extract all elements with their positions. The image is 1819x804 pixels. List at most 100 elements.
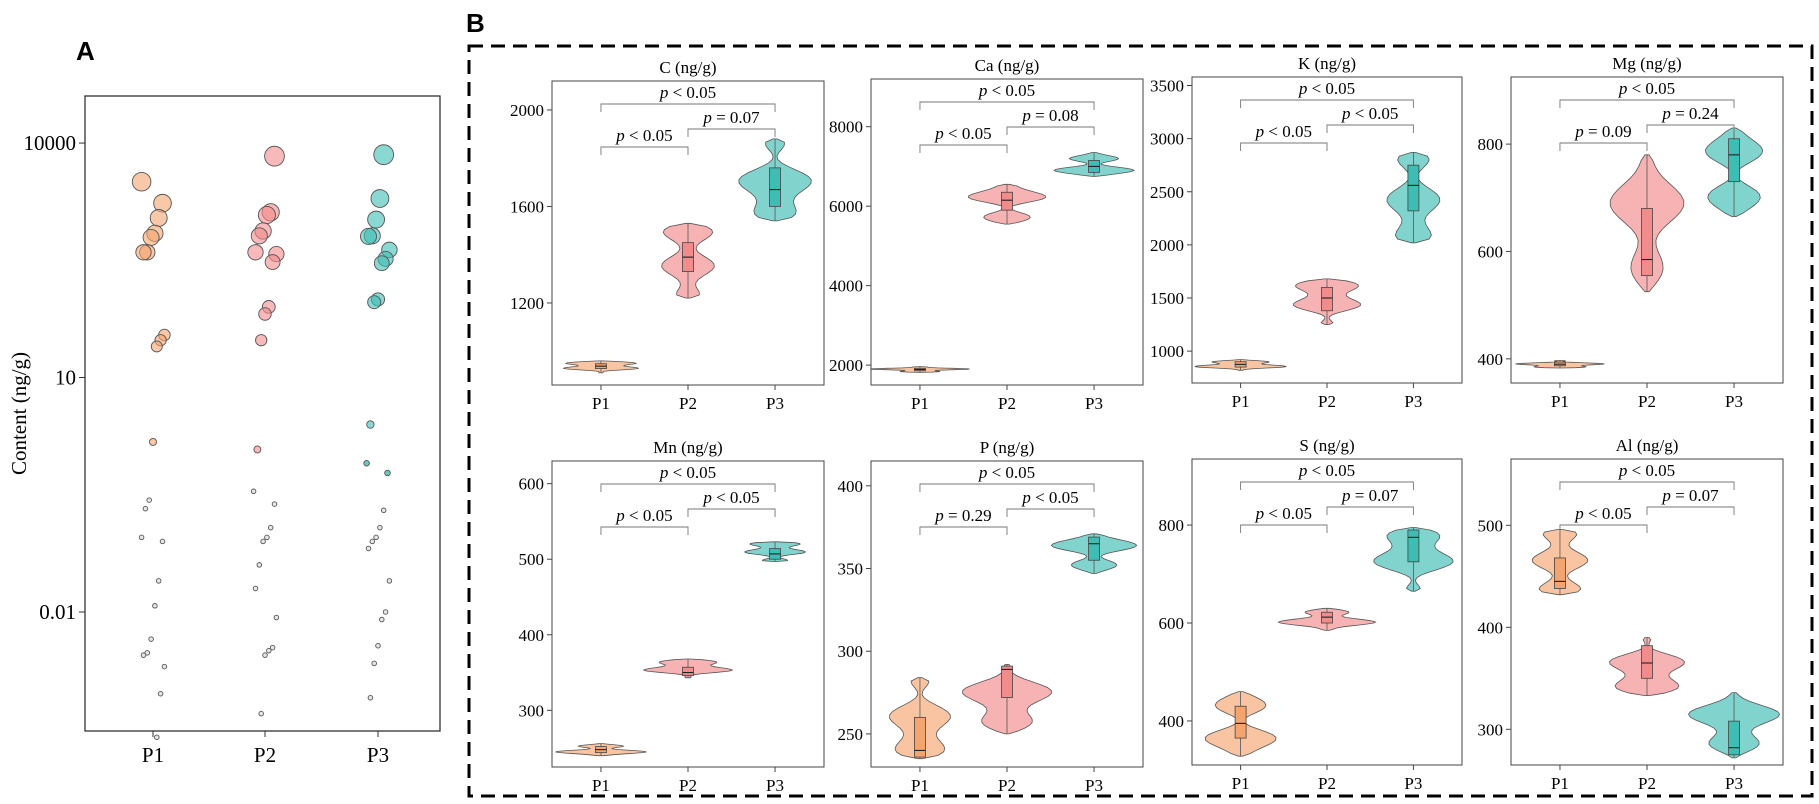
box-iqr <box>914 716 926 758</box>
panel-a-point-p3 <box>379 616 385 623</box>
box-iqr <box>1641 208 1653 277</box>
xtick-label: P2 <box>1638 774 1656 793</box>
significance-bracket <box>600 483 776 492</box>
panel-a-point-p3 <box>382 609 389 615</box>
significance-bracket <box>1646 124 1735 133</box>
significance-bracket <box>600 146 689 155</box>
p-value-text: < 0.05 <box>1307 79 1355 98</box>
p-value-text: < 0.05 <box>987 463 1035 482</box>
panel-a-point-p3 <box>373 144 395 166</box>
panel-a-label: A <box>76 36 95 66</box>
box-iqr <box>682 666 694 676</box>
panel-a-point-p3 <box>365 545 372 552</box>
panel-a-point-p1 <box>148 636 154 642</box>
significance-bracket <box>1326 506 1414 515</box>
panel-a-point-p3 <box>359 227 378 245</box>
p-value-label: p < 0.05 <box>1618 79 1675 98</box>
xtick-label: P3 <box>1404 774 1422 793</box>
panel-a-point-p2 <box>252 585 259 592</box>
panel-a-point-p2 <box>250 488 257 495</box>
panel-a-xtick-label: P1 <box>142 743 164 767</box>
ytick-label: 300 <box>519 701 545 720</box>
p-value-label: p < 0.05 <box>1574 504 1631 523</box>
ytick-label: 600 <box>519 475 545 494</box>
p-symbol: p <box>1574 504 1584 523</box>
p-symbol: p <box>659 83 669 102</box>
box-iqr <box>1088 536 1100 561</box>
significance-bracket <box>1559 524 1648 533</box>
panel-a-point-p2 <box>264 145 285 167</box>
xtick-label: P1 <box>911 394 929 413</box>
p-value-label: p < 0.05 <box>1255 504 1312 523</box>
ytick-label: 2000 <box>1150 236 1184 255</box>
significance-bracket <box>600 103 776 112</box>
panel-a-point-p1 <box>142 505 149 512</box>
xtick-label: P3 <box>766 776 784 795</box>
significance-bracket <box>1559 481 1735 490</box>
p-value-label: p = 0.08 <box>1021 106 1078 125</box>
panel-a-point-p1 <box>131 171 152 192</box>
panel-a-point-p1 <box>140 652 147 658</box>
p-value-label: p = 0.07 <box>702 108 760 127</box>
p-symbol: p <box>615 126 625 145</box>
panel-a-point-p3 <box>366 420 375 429</box>
p-symbol: p <box>1618 461 1628 480</box>
significance-bracket <box>1559 99 1735 108</box>
p-value-text: < 0.05 <box>1627 79 1675 98</box>
significance-bracket <box>687 128 776 137</box>
p-symbol: p <box>1661 486 1671 505</box>
ytick-label: 800 <box>1478 135 1504 154</box>
panel-a-xtick-label: P2 <box>254 743 276 767</box>
panel-a-point-p3 <box>371 660 377 667</box>
p-value-label: p < 0.05 <box>1298 461 1355 480</box>
panel-a-ytick-label: 0.01 <box>39 600 76 624</box>
p-symbol: p <box>1298 461 1308 480</box>
panel-a-axes-frame <box>84 95 441 732</box>
ytick-label: 1500 <box>1150 289 1184 308</box>
ytick-label: 3000 <box>1150 130 1184 149</box>
p-value-label: p < 0.05 <box>615 126 672 145</box>
panel-a-point-p1 <box>157 690 164 697</box>
box-iqr <box>1407 529 1420 563</box>
xtick-label: P1 <box>1551 774 1569 793</box>
ytick-label: 2000 <box>510 101 544 120</box>
p-value-text: < 0.05 <box>668 83 716 102</box>
panel-a-point-p2 <box>250 227 268 245</box>
xtick-label: P3 <box>1085 394 1103 413</box>
xtick-label: P1 <box>1232 774 1250 793</box>
significance-bracket <box>687 508 776 517</box>
plot-frame <box>870 78 1144 386</box>
panel-a-point-p2 <box>271 501 278 507</box>
p-symbol: p <box>934 124 944 143</box>
p-symbol: p <box>978 463 988 482</box>
significance-bracket <box>600 526 689 535</box>
chart-title: S (ng/g) <box>1299 436 1354 455</box>
ytick-label: 4000 <box>829 277 863 296</box>
panel-a-point-p3 <box>373 534 379 541</box>
ytick-label: 400 <box>838 477 864 496</box>
p-value-label: p < 0.05 <box>659 83 716 102</box>
p-symbol: p <box>934 506 944 525</box>
ytick-label: 400 <box>1159 712 1185 731</box>
p-symbol: p <box>1255 122 1265 141</box>
ytick-label: 500 <box>1478 516 1504 535</box>
significance-bracket <box>1326 124 1414 133</box>
ytick-label: 500 <box>519 550 545 569</box>
panel-a-ytick-label: 10 <box>55 366 76 390</box>
p-value-label: p < 0.05 <box>978 81 1035 100</box>
xtick-label: P2 <box>1318 774 1336 793</box>
panel-a-point-p1 <box>135 244 152 261</box>
xtick-label: P1 <box>592 394 610 413</box>
panel-a-point-p2 <box>253 445 262 454</box>
panel-a-point-p1 <box>161 663 168 670</box>
panel-a-point-p1 <box>138 534 145 541</box>
panel-a-point-p3 <box>386 578 393 584</box>
panel-a-point-p1 <box>155 578 162 584</box>
ytick-label: 8000 <box>829 118 863 137</box>
significance-bracket <box>1240 524 1328 533</box>
p-value-text: < 0.05 <box>712 488 760 507</box>
panel-a-point-p3 <box>363 459 370 467</box>
